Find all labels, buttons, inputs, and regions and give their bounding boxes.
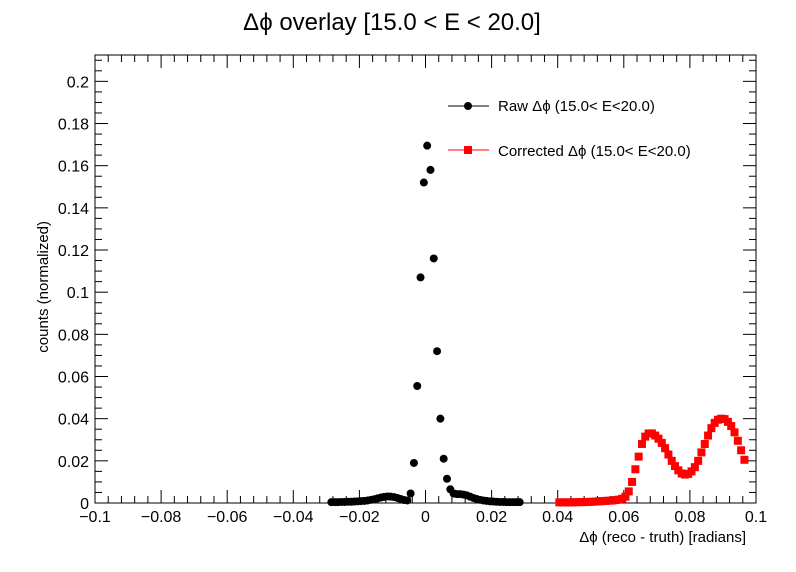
data-point-corrected bbox=[657, 438, 666, 447]
series-0 bbox=[327, 141, 524, 507]
legend-marker-corrected bbox=[464, 146, 472, 154]
data-point-corrected bbox=[664, 450, 673, 459]
legend-label-corrected: Corrected Δϕ (15.0< E<20.0) bbox=[498, 143, 691, 160]
data-point-raw bbox=[429, 254, 438, 263]
legend-marker-raw bbox=[464, 102, 472, 110]
data-point-raw bbox=[433, 347, 442, 356]
data-point-raw bbox=[426, 165, 435, 174]
data-point-corrected bbox=[687, 467, 696, 476]
data-point-corrected bbox=[667, 456, 676, 465]
x-tick-label: 0.04 bbox=[542, 509, 573, 526]
x-tick-label: 0.08 bbox=[674, 509, 705, 526]
data-point-raw bbox=[416, 273, 425, 282]
y-axis-label: counts (normalized) bbox=[35, 221, 52, 353]
y-tick-label: 0.02 bbox=[58, 454, 89, 471]
data-point-corrected bbox=[654, 434, 663, 443]
data-point-corrected bbox=[631, 465, 640, 474]
data-point-corrected bbox=[624, 487, 633, 496]
data-point-corrected bbox=[707, 424, 716, 433]
x-tick-label: −0.04 bbox=[273, 509, 314, 526]
data-point-raw bbox=[436, 414, 445, 423]
y-tick-label: 0.1 bbox=[67, 285, 89, 302]
data-point-corrected bbox=[723, 417, 732, 426]
x-tick-label: 0 bbox=[421, 509, 430, 526]
data-point-raw bbox=[403, 496, 412, 505]
data-point-corrected bbox=[694, 456, 703, 465]
data-point-corrected bbox=[737, 446, 746, 455]
y-tick-label: 0.16 bbox=[58, 159, 89, 176]
x-tick-label: −0.1 bbox=[79, 509, 111, 526]
data-point-corrected bbox=[700, 439, 709, 448]
series-1 bbox=[555, 414, 749, 507]
data-point-raw bbox=[409, 458, 418, 467]
data-point-corrected bbox=[637, 439, 646, 448]
data-point-corrected bbox=[621, 492, 630, 501]
legend: Raw Δϕ (15.0< E<20.0) Corrected Δϕ (15.0… bbox=[448, 98, 691, 160]
data-point-raw bbox=[423, 141, 432, 150]
y-tick-label: 0.2 bbox=[67, 74, 89, 91]
axis-ticks: −0.1 −0.08 −0.06 −0.04 −0.02 0 0.02 0.04 0.06 0.0… bbox=[58, 55, 767, 526]
data-point-raw bbox=[413, 381, 422, 390]
data-point-corrected bbox=[661, 444, 670, 453]
x-tick-label: −0.06 bbox=[207, 509, 248, 526]
data-point-corrected bbox=[671, 462, 680, 471]
y-tick-label: 0.06 bbox=[58, 370, 89, 387]
x-tick-label: −0.08 bbox=[141, 509, 182, 526]
y-tick-label: 0.12 bbox=[58, 243, 89, 260]
data-point-corrected bbox=[704, 431, 713, 440]
x-tick-label: −0.02 bbox=[339, 509, 380, 526]
plot-frame bbox=[94, 54, 757, 504]
data-point-corrected bbox=[628, 477, 637, 486]
data-point-corrected bbox=[727, 422, 736, 431]
chart-title: Δϕ overlay [15.0 < E < 20.0] bbox=[243, 9, 541, 36]
data-point-corrected bbox=[733, 436, 742, 445]
y-tick-label: 0.08 bbox=[58, 327, 89, 344]
data-point-raw bbox=[439, 454, 448, 463]
data-point-raw bbox=[406, 489, 415, 498]
data-point-corrected bbox=[697, 448, 706, 457]
data-point-corrected bbox=[740, 455, 749, 464]
x-tick-label: 0.06 bbox=[608, 509, 639, 526]
data-point-raw bbox=[515, 498, 524, 507]
data-point-corrected bbox=[690, 463, 699, 472]
y-tick-label: 0.04 bbox=[58, 412, 89, 429]
x-tick-label: 0.02 bbox=[476, 509, 507, 526]
data-point-raw bbox=[442, 474, 451, 483]
data-point-corrected bbox=[634, 452, 643, 461]
x-axis-label: Δϕ (reco - truth) [radians] bbox=[579, 529, 746, 546]
y-tick-label: 0.14 bbox=[58, 201, 89, 218]
y-tick-label: 0 bbox=[80, 496, 89, 513]
data-marks bbox=[327, 141, 749, 507]
data-point-corrected bbox=[730, 428, 739, 437]
y-tick-label: 0.18 bbox=[58, 117, 89, 134]
data-point-raw bbox=[419, 178, 428, 187]
x-tick-label: 0.1 bbox=[745, 509, 767, 526]
legend-label-raw: Raw Δϕ (15.0< E<20.0) bbox=[498, 98, 655, 115]
